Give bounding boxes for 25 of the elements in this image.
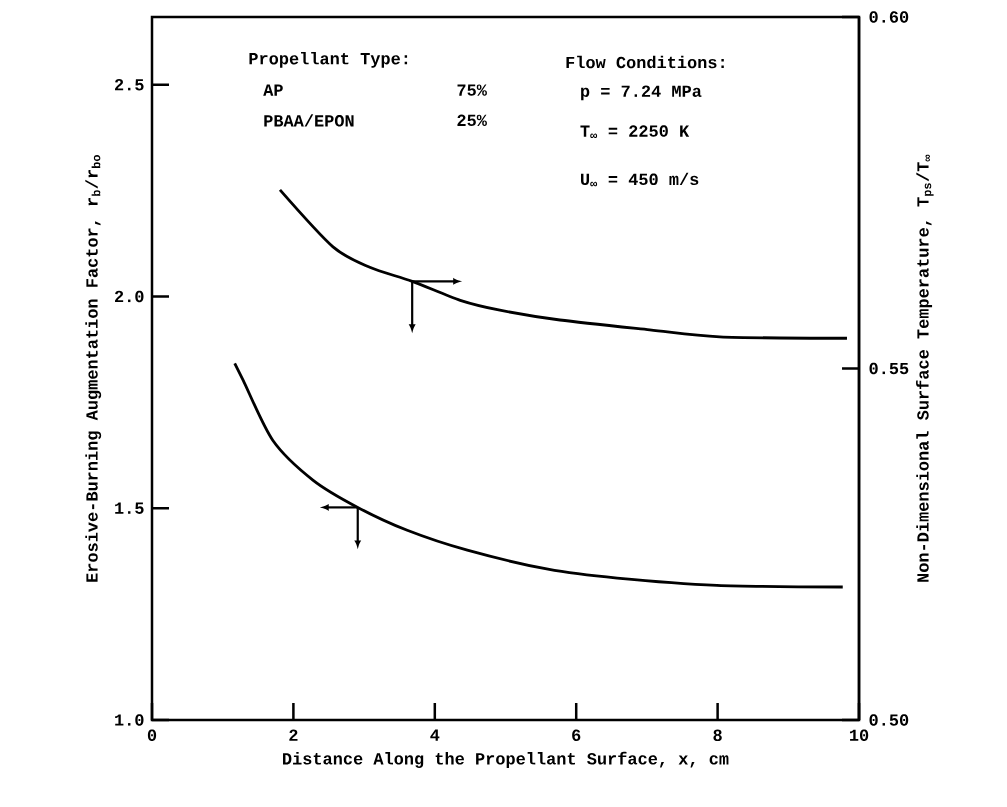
y-tick-label: 1.5: [115, 502, 144, 514]
annotation: AP: [263, 84, 283, 96]
annotation: U$_{∞}$ = 450 m/s: [581, 172, 699, 187]
x-tick-label: 0: [147, 729, 157, 742]
y2-axis-title: Non-Dimensional Surface Temperature, T$_{ps}$/T$_{∞}$: [916, 154, 934, 582]
x-axis-title: Distance Along the Propellant Surface, x, cm: [283, 751, 729, 768]
y-tick-label: 2.5: [115, 79, 144, 91]
x-tick-label: 10: [849, 729, 869, 742]
annotation: Flow Conditions:: [566, 55, 724, 69]
x-tick-label: 2: [289, 729, 298, 741]
y2-tick-label: 0.50: [869, 714, 909, 726]
annotation: 75%: [457, 84, 487, 96]
y2-tick-label: 0.60: [869, 11, 909, 23]
annotation: 25%: [457, 114, 487, 127]
annotation: T$_{∞}$ = 2250 K: [580, 125, 690, 139]
y-tick-label: 1.0: [115, 714, 144, 726]
y2-tick-label: 0.55: [869, 362, 909, 375]
annotation: p = 7.24 MPa: [581, 85, 702, 101]
y-axis-title: Erosive-Burning Augmentation Factor, r$_{b}$/r$_{bo}$: [85, 155, 102, 582]
x-tick-label: 8: [713, 729, 722, 742]
y-tick-label: 2.0: [115, 290, 144, 303]
x-tick-label: 4: [430, 729, 440, 741]
x-tick-label: 6: [572, 729, 581, 742]
annotation: PBAA/EPON: [264, 114, 354, 127]
annotation: Propellant Type:: [249, 51, 408, 68]
